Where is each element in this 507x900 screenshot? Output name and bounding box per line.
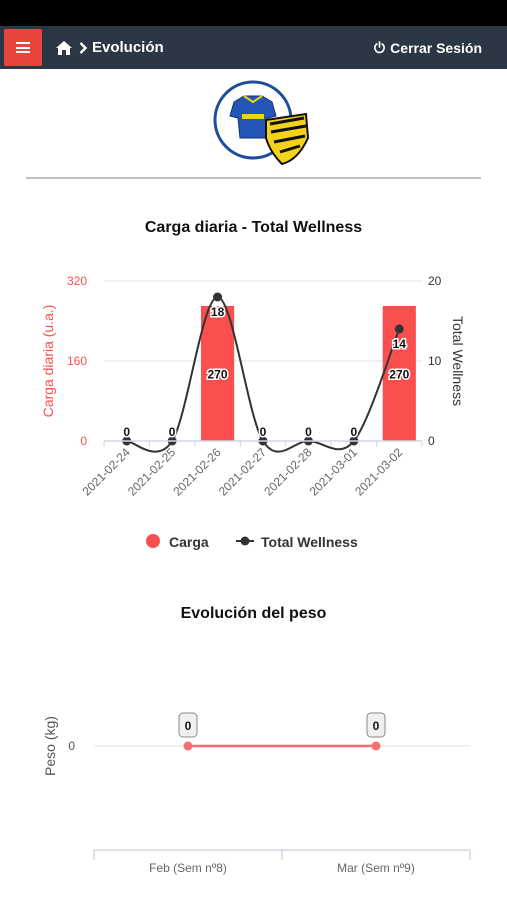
legend-swatch-carga[interactable]	[146, 534, 160, 548]
y-right-tick-label: 0	[428, 434, 435, 448]
y-right-axis-label: Total Wellness	[450, 316, 466, 406]
x-tick-label: 2021-02-24	[80, 445, 134, 499]
point-data-label: 0	[260, 425, 267, 439]
x-tick-label: 2021-03-01	[307, 445, 361, 499]
status-bar	[0, 0, 507, 26]
bar-carga[interactable]	[200, 306, 235, 441]
point-peso[interactable]	[371, 741, 381, 751]
legend-label-carga[interactable]: Carga	[169, 534, 209, 550]
breadcrumb: Evolución	[55, 26, 164, 69]
x-tick-label: 2021-02-28	[261, 445, 315, 499]
x-tick-label: 2021-02-25	[125, 445, 179, 499]
bar-data-label: 270	[389, 368, 409, 382]
point-data-label: 0	[123, 425, 130, 439]
hamburger-icon	[16, 42, 30, 53]
x-tick-label: Mar (Sem nº9)	[337, 861, 415, 875]
section-divider	[26, 177, 481, 179]
y-tick-label: 0	[68, 739, 75, 753]
chart2-title: Evolución del peso	[180, 605, 327, 622]
bar-data-label: 270	[208, 368, 228, 382]
y-left-tick-label: 0	[80, 434, 87, 448]
point-total-wellness[interactable]	[394, 324, 404, 334]
menu-button[interactable]	[4, 29, 42, 66]
point-data-label: 0	[185, 719, 192, 733]
team-logo	[210, 80, 314, 168]
legend-label-total-wellness[interactable]: Total Wellness	[261, 534, 358, 550]
chart1-title: Carga diaria - Total Wellness	[144, 219, 363, 236]
power-icon	[374, 41, 386, 54]
x-tick-label: 2021-02-27	[216, 445, 270, 499]
point-data-label: 0	[169, 425, 176, 439]
point-total-wellness[interactable]	[213, 292, 223, 302]
y-right-tick-label: 20	[428, 274, 442, 288]
point-data-label: 18	[211, 305, 225, 319]
y-left-axis-label: Carga diaria (u.a.)	[40, 305, 56, 418]
logout-label: Cerrar Sesión	[390, 39, 482, 56]
legend-swatch-total-wellness[interactable]	[240, 536, 250, 546]
point-data-label: 0	[305, 425, 312, 439]
x-tick-label: Feb (Sem nº8)	[149, 861, 227, 875]
point-data-label: 14	[393, 337, 407, 351]
point-peso[interactable]	[183, 741, 193, 751]
data-label-box	[366, 712, 386, 738]
y-left-tick-label: 320	[67, 274, 87, 288]
x-tick-label: 2021-03-02	[352, 445, 406, 499]
y-right-tick-label: 10	[428, 354, 442, 368]
x-tick-label: 2021-02-26	[170, 445, 224, 499]
y-axis-label: Peso (kg)	[42, 716, 58, 776]
peso-chart: 0 0 0 Peso (kg) Feb (Sem nº8) Mar (Sem nº9)	[42, 712, 471, 875]
data-label-box	[178, 712, 198, 738]
chevron-right-icon	[79, 41, 87, 54]
home-icon[interactable]	[55, 40, 73, 56]
logout-button[interactable]: Cerrar Sesión	[373, 26, 482, 69]
breadcrumb-current: Evolución	[92, 39, 164, 56]
point-data-label: 0	[351, 425, 358, 439]
y-left-tick-label: 160	[67, 354, 87, 368]
top-navbar: Evolución Cerrar Sesión	[0, 26, 507, 69]
point-data-label: 0	[373, 719, 380, 733]
